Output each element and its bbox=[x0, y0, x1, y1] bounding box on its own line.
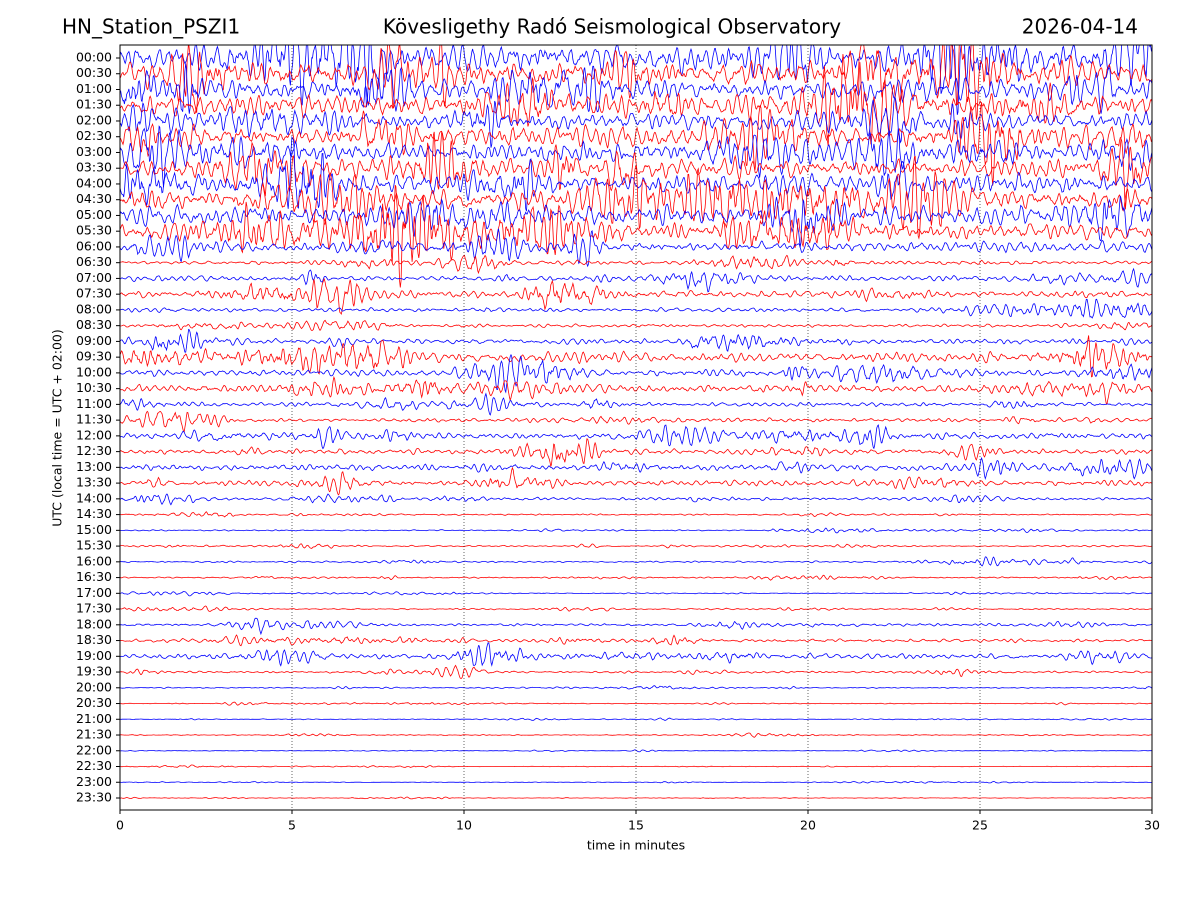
trace bbox=[120, 527, 1152, 534]
trace bbox=[120, 780, 1152, 784]
trace bbox=[120, 125, 1152, 188]
y-tick-label: 13:00 bbox=[76, 459, 112, 474]
x-tick-label: 0 bbox=[116, 818, 124, 833]
x-tick-label: 20 bbox=[800, 818, 816, 833]
trace bbox=[120, 701, 1152, 706]
y-tick-label: 21:30 bbox=[76, 727, 112, 742]
y-tick-label: 06:00 bbox=[76, 238, 112, 253]
y-tick-label: 00:30 bbox=[76, 65, 112, 80]
y-tick-label: 20:30 bbox=[76, 695, 112, 710]
y-tick-label: 22:00 bbox=[76, 742, 112, 757]
y-tick-label: 20:00 bbox=[76, 679, 112, 694]
y-tick-label: 05:00 bbox=[76, 207, 112, 222]
y-tick-label: 08:30 bbox=[76, 317, 112, 332]
y-tick-label: 03:30 bbox=[76, 160, 112, 175]
y-tick-label: 18:00 bbox=[76, 616, 112, 631]
y-tick-label: 19:00 bbox=[76, 648, 112, 663]
trace bbox=[120, 617, 1152, 636]
y-tick-label: 16:00 bbox=[76, 553, 112, 568]
y-tick-label: 04:00 bbox=[76, 175, 112, 190]
y-tick-label: 11:00 bbox=[76, 396, 112, 411]
trace bbox=[120, 195, 1152, 248]
y-tick-label: 03:00 bbox=[76, 144, 112, 159]
trace bbox=[120, 319, 1152, 331]
x-tick-label: 5 bbox=[288, 818, 296, 833]
y-tick-label: 19:30 bbox=[76, 664, 112, 679]
y-tick-label: 02:00 bbox=[76, 112, 112, 127]
chart-title: Kövesligethy Radó Seismological Observat… bbox=[383, 15, 841, 39]
y-tick-label: 16:30 bbox=[76, 569, 112, 584]
trace bbox=[120, 185, 1152, 288]
x-tick-label: 30 bbox=[1144, 818, 1160, 833]
y-tick-label: 17:30 bbox=[76, 601, 112, 616]
trace bbox=[120, 664, 1152, 679]
y-tick-label: 15:00 bbox=[76, 522, 112, 537]
trace bbox=[120, 254, 1152, 275]
y-tick-label: 14:00 bbox=[76, 490, 112, 505]
traces bbox=[120, 45, 1152, 800]
y-tick-label: 01:00 bbox=[76, 81, 112, 96]
trace bbox=[120, 63, 1152, 114]
y-tick-label: 05:30 bbox=[76, 223, 112, 238]
y-tick-label: 15:30 bbox=[76, 538, 112, 553]
y-tick-label: 14:30 bbox=[76, 506, 112, 521]
y-tick-label: 08:00 bbox=[76, 301, 112, 316]
y-tick-label: 18:30 bbox=[76, 632, 112, 647]
trace bbox=[120, 591, 1152, 597]
y-tick-label: 12:00 bbox=[76, 427, 112, 442]
y-tick-label: 07:00 bbox=[76, 270, 112, 285]
y-tick-label: 04:30 bbox=[76, 191, 112, 206]
date-title: 2026-04-14 bbox=[1022, 15, 1138, 39]
trace bbox=[120, 717, 1152, 721]
trace bbox=[120, 278, 1152, 315]
trace bbox=[120, 574, 1152, 581]
trace bbox=[120, 155, 1152, 240]
y-tick-label: 09:00 bbox=[76, 333, 112, 348]
trace bbox=[120, 136, 1152, 212]
y-tick-label: 06:30 bbox=[76, 254, 112, 269]
x-axis-label: time in minutes bbox=[587, 838, 685, 853]
x-tick-label: 25 bbox=[972, 818, 988, 833]
y-tick-label: 10:00 bbox=[76, 364, 112, 379]
trace bbox=[120, 764, 1152, 768]
y-tick-label: 07:30 bbox=[76, 286, 112, 301]
x-tick-label: 10 bbox=[456, 818, 472, 833]
trace bbox=[120, 392, 1152, 416]
y-tick-label: 09:30 bbox=[76, 349, 112, 364]
y-tick-label: 11:30 bbox=[76, 412, 112, 427]
y-axis-label: UTC (local time = UTC + 02:00) bbox=[50, 329, 65, 527]
y-tick-label: 01:30 bbox=[76, 97, 112, 112]
y-tick-label: 10:30 bbox=[76, 380, 112, 395]
y-tick-label: 00:00 bbox=[76, 50, 112, 65]
y-tick-label: 13:30 bbox=[76, 475, 112, 490]
station-title: HN_Station_PSZI1 bbox=[62, 15, 240, 39]
trace bbox=[120, 556, 1152, 567]
y-tick-label: 23:00 bbox=[76, 774, 112, 789]
y-tick-label: 23:30 bbox=[76, 790, 112, 805]
y-tick-label: 21:00 bbox=[76, 711, 112, 726]
x-tick-label: 15 bbox=[628, 818, 644, 833]
trace bbox=[120, 54, 1152, 146]
y-tick-label: 02:30 bbox=[76, 128, 112, 143]
y-tick-label: 17:00 bbox=[76, 585, 112, 600]
y-tick-label: 22:30 bbox=[76, 758, 112, 773]
y-tick-label: 12:30 bbox=[76, 443, 112, 458]
